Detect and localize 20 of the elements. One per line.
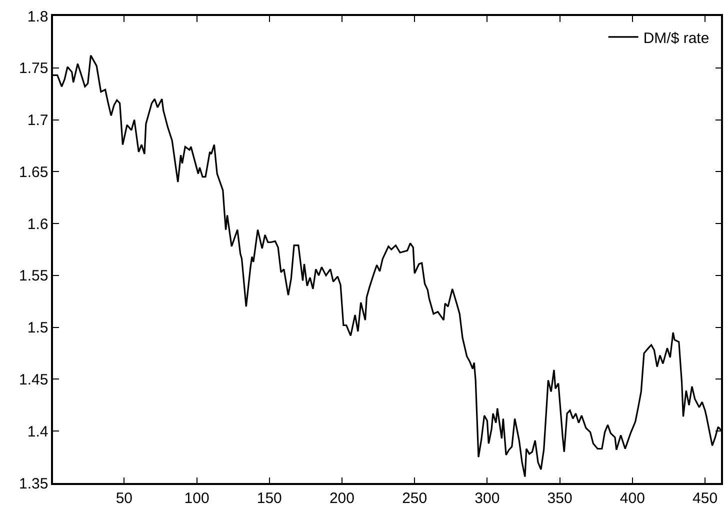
y-tick-label: 1.75 — [19, 60, 48, 78]
y-tick-label: 1.6 — [27, 216, 48, 233]
y-tick-label: 1.45 — [19, 371, 48, 388]
x-tick-label: 200 — [329, 490, 354, 507]
y-tick-label: 1.55 — [19, 268, 48, 285]
y-tick-label: 1.7 — [27, 112, 48, 130]
x-tick-label: 300 — [474, 490, 500, 507]
legend-label: DM/$ rate — [643, 30, 710, 47]
x-tick-label: 100 — [184, 490, 210, 507]
y-tick-label: 1.4 — [27, 423, 48, 440]
x-tick-label: 400 — [620, 490, 645, 507]
y-tick-label: 1.35 — [19, 475, 48, 492]
x-tick-label: 250 — [402, 490, 428, 507]
y-tick-label: 1.8 — [27, 8, 48, 26]
x-tick-label: 50 — [116, 490, 133, 507]
x-tick-label: 450 — [692, 490, 718, 507]
x-tick-label: 350 — [547, 490, 572, 507]
y-tick-label: 1.5 — [27, 320, 48, 337]
x-tick-label: 150 — [256, 490, 282, 507]
y-tick-label: 1.65 — [19, 164, 48, 181]
